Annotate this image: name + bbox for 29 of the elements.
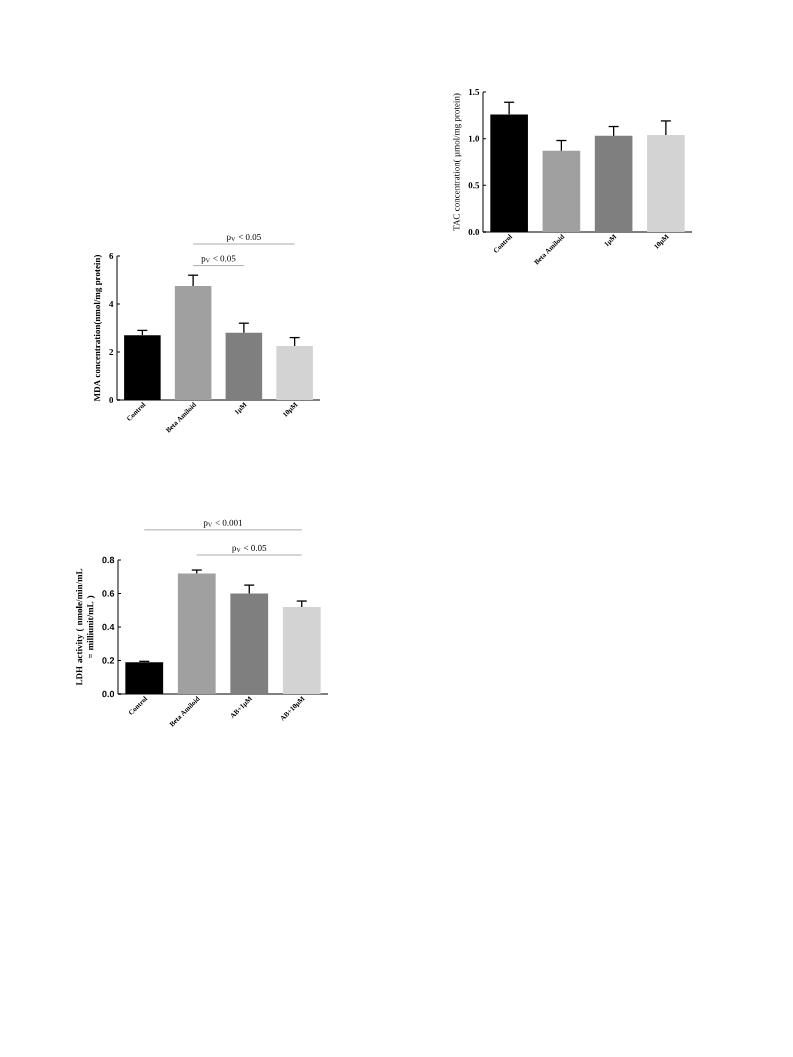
bar <box>225 332 263 400</box>
bar <box>542 150 581 232</box>
bar <box>594 135 633 232</box>
bar <box>174 286 212 400</box>
bar <box>177 573 216 694</box>
y-tick-label: 0.5 <box>468 182 480 189</box>
y-tick-label: 0.8 <box>102 556 115 564</box>
y-tick-label: 4 <box>109 301 114 307</box>
y-tick-label: 0.2 <box>102 657 115 664</box>
y-tick-label: 1.5 <box>468 88 480 96</box>
text: p$_{V}$ < 0.05 <box>226 233 261 242</box>
annotation: p$_{V}$ < 0.05 <box>201 255 236 264</box>
y-tick-label: 2 <box>109 349 114 355</box>
text: p$_{V}$ < 0.05 <box>232 544 267 553</box>
y-tick-label: 1.0 <box>468 135 480 142</box>
y-axis-title: LDH activity ( nmole/min/mL = milliunit/mL ) <box>75 568 96 686</box>
y-axis-title: TAC concentration( µmol/mg protein) <box>453 93 462 231</box>
bar <box>282 606 321 694</box>
y-tick-label: 6 <box>109 252 114 260</box>
y-tick-label: 0 <box>109 396 114 404</box>
y-tick-label: 0.6 <box>102 590 115 597</box>
bar <box>276 345 313 400</box>
y-tick-label: 0.4 <box>102 623 115 631</box>
y-tick-label: 0.0 <box>468 228 480 236</box>
bar <box>647 134 685 232</box>
bar <box>230 593 269 694</box>
y-axis-title: MDA concentration(nmol/mg protein) <box>93 254 103 402</box>
text: p$_{V}$ < 0.001 <box>203 519 243 528</box>
y-tick-label: 0.0 <box>102 690 115 698</box>
